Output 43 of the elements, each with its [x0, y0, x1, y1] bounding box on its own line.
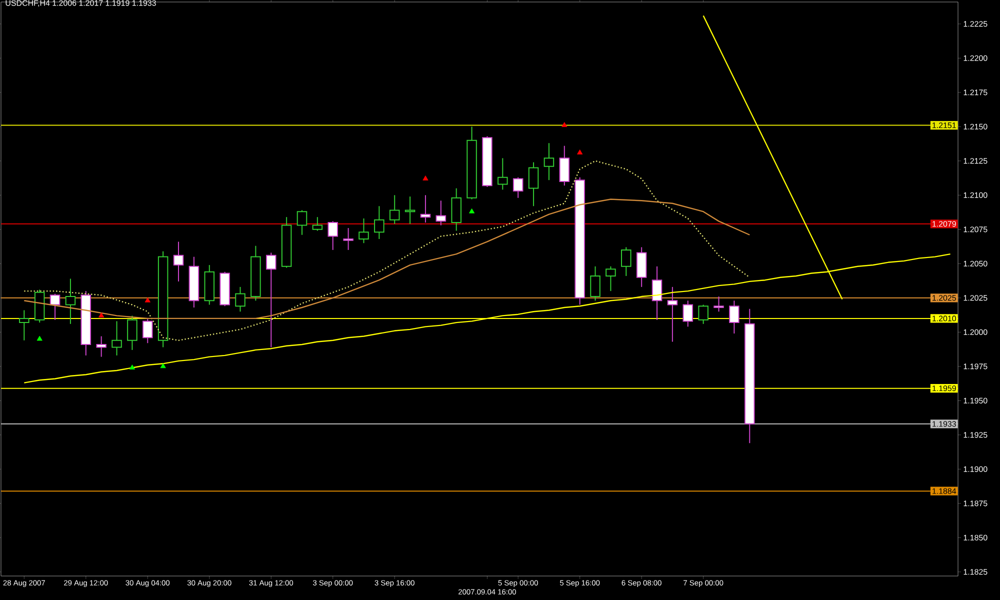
candlestick: [65, 278, 76, 324]
candlestick: [296, 210, 308, 236]
candlestick: [512, 176, 524, 198]
candlestick: [173, 241, 184, 282]
point: [144, 297, 150, 302]
point: [562, 122, 568, 127]
candlestick: [112, 320, 122, 356]
point: [577, 149, 583, 154]
candlestick: [50, 293, 60, 320]
candlestick: [436, 200, 446, 226]
candlestick: [374, 206, 384, 240]
point: [160, 363, 166, 368]
point: [422, 176, 428, 180]
candlestick: [528, 162, 539, 207]
candlestick: [96, 336, 106, 358]
candlestick: [312, 216, 323, 232]
candlestick: [19, 310, 30, 341]
candlestick: [404, 196, 416, 224]
candlestick: [667, 286, 678, 342]
candlestick: [235, 286, 246, 312]
candlestick: [343, 228, 354, 250]
candlestick: [127, 315, 138, 350]
point: [468, 208, 475, 214]
candlestick: [714, 296, 724, 312]
candlestick: [358, 218, 369, 244]
candlestick: [498, 158, 508, 190]
candlestick: [590, 266, 600, 302]
candlestick: [621, 246, 632, 276]
candlestick: [420, 194, 431, 224]
candlestick: [698, 304, 708, 324]
candlestick: [559, 145, 570, 186]
candlestick: [682, 300, 694, 328]
candlestick: [729, 300, 740, 334]
point: [98, 312, 104, 318]
candlestick: [606, 266, 616, 292]
candlestick: [328, 220, 338, 250]
candlestick: [266, 252, 276, 348]
point: [36, 336, 42, 341]
candlestick: [652, 266, 662, 320]
candlestick: [142, 318, 153, 344]
candlestick: [389, 194, 400, 224]
candlestick: [544, 142, 554, 181]
point: [129, 364, 135, 370]
